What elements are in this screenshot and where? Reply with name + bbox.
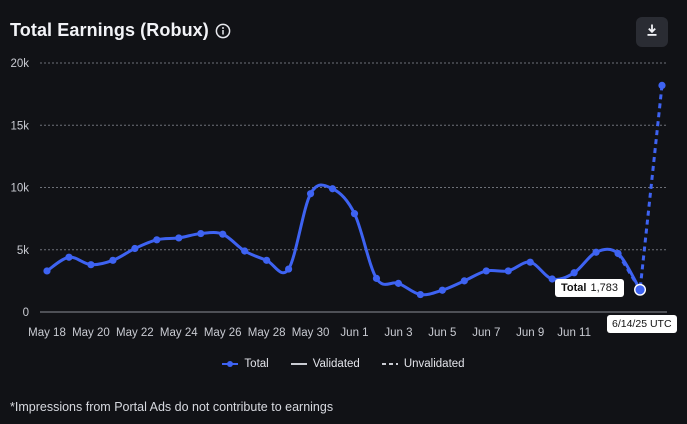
data-point-total [328,185,337,193]
legend-item-total[interactable]: Total [222,358,269,370]
data-point-total [197,229,205,238]
legend-label-unvalidated: Unvalidated [403,358,465,370]
y-tick-label: 10k [10,183,29,195]
legend-line-dot-icon [222,361,239,367]
data-point-total [504,267,512,275]
x-tick-label: May 20 [72,327,110,339]
legend-dashed-line-icon [381,363,398,365]
x-tick-label: May 24 [160,327,198,339]
data-point-total [87,261,95,269]
data-point-total [438,286,446,294]
chart-header: Total Earnings (Robux) [10,20,231,41]
data-point-total [482,267,490,275]
y-tick-label: 15k [10,120,29,132]
chart-legend: Total Validated Unvalidated [0,358,687,370]
data-point-total [65,253,73,261]
y-tick-label: 5k [17,245,29,257]
data-point-unvalidated [658,81,666,90]
tooltip-series-label: Total [561,282,587,294]
hover-date-badge: 6/14/25 UTC [607,315,677,333]
x-tick-label: Jun 5 [428,327,456,339]
data-point-total [394,279,403,287]
info-circle-icon[interactable] [215,23,231,39]
legend-label-validated: Validated [312,358,360,370]
data-point-total [460,277,468,285]
footnote: *Impressions from Portal Ads do not cont… [10,400,334,414]
data-point-total [306,190,315,198]
data-point-total [416,290,424,299]
y-tick-label: 0 [23,307,29,319]
hover-tooltip: Total 1,783 [555,279,624,297]
data-point-total [43,267,51,275]
y-tick-label: 20k [10,58,29,70]
data-point-total [241,247,249,255]
data-point-total [372,274,381,282]
x-tick-label: Jun 11 [557,327,591,339]
x-tick-label: May 26 [204,327,242,339]
data-point-total [153,236,161,244]
data-point-total [219,230,227,238]
data-point-total [175,234,183,242]
download-button[interactable] [636,17,668,47]
legend-label-total: Total [244,358,269,370]
data-point-total [285,265,293,273]
series-line-total [46,183,642,297]
data-point-total [131,244,139,253]
data-point-total [548,275,556,283]
x-tick-label: Jun 9 [516,327,544,339]
x-tick-label: Jun 7 [472,327,500,339]
x-tick-label: Jun 1 [340,327,368,339]
tooltip-value: 1,783 [590,282,618,294]
x-tick-label: May 18 [28,327,66,339]
data-point-total [592,248,600,256]
data-point-total [263,256,271,264]
data-point-total [570,269,578,277]
chart-title: Total Earnings (Robux) [10,20,209,40]
data-point-total [614,249,622,258]
data-point-total [526,258,534,266]
download-icon [645,23,659,42]
legend-item-unvalidated[interactable]: Unvalidated [381,358,465,370]
x-tick-label: Jun 3 [384,327,412,339]
x-tick-label: May 22 [116,327,154,339]
legend-solid-line-icon [290,363,307,365]
data-point-total [350,210,359,218]
highlight-point [635,285,645,295]
x-tick-label: May 30 [292,327,330,339]
x-tick-label: May 28 [248,327,286,339]
data-point-total [109,256,117,264]
legend-item-validated[interactable]: Validated [290,358,360,370]
